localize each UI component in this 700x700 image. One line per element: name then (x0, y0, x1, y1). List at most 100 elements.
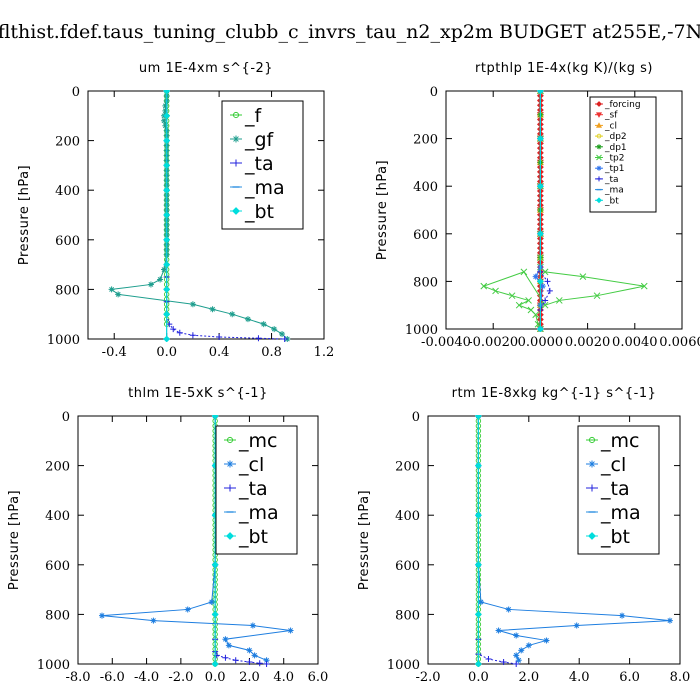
y-tick-label: 1000 (47, 333, 80, 348)
legend-swatch-marker (588, 436, 596, 444)
data-point (518, 647, 525, 654)
x-tick-label: -0.0020 (468, 335, 518, 350)
x-tick-label: 0.0 (156, 345, 177, 360)
x-tick-label: 0.0040 (612, 335, 658, 350)
data-point (244, 316, 251, 323)
data-point (520, 268, 528, 276)
legend-entry: _cl (586, 454, 626, 476)
data-point (474, 561, 482, 569)
legend-swatch-marker (232, 159, 240, 167)
legend-label: _ma (244, 177, 285, 199)
data-point (249, 622, 256, 629)
legend-label: _ma (238, 502, 279, 524)
legend: _mc_cl_ta_ma_bt (215, 425, 298, 555)
legend-swatch-marker (232, 207, 240, 215)
data-point (515, 301, 523, 309)
data-point (189, 332, 196, 339)
legend-label: _ta (600, 478, 630, 500)
data-point (281, 336, 288, 342)
legend-entry: _cl (224, 454, 264, 476)
x-tick-label: 0.0 (205, 670, 226, 685)
x-tick-label: 4.0 (569, 670, 590, 685)
data-point (163, 137, 171, 145)
data-point (232, 657, 239, 664)
plot-frame (87, 90, 325, 340)
data-point (492, 287, 499, 295)
legend-label: _dp2 (604, 132, 627, 142)
y-tick-label: 800 (413, 275, 438, 290)
x-tick-label: -6.0 (100, 670, 125, 685)
y-tick-label: 400 (55, 184, 80, 199)
data-point (246, 659, 253, 666)
legend-swatch-marker (596, 176, 602, 182)
data-point (539, 283, 546, 290)
x-tick-label: -2.0 (415, 670, 440, 685)
data-point (532, 311, 540, 319)
y-tick-label: 0 (72, 85, 80, 100)
legend-entry: _bt (224, 526, 268, 548)
legend-entry: _bt (595, 196, 619, 206)
legend-label: _cl (604, 121, 617, 131)
data-point (546, 287, 553, 294)
legend-label: _forcing (604, 100, 641, 110)
data-point (495, 627, 502, 634)
legend-entry: _dp1 (595, 143, 627, 153)
legend-entry: _bt (586, 526, 630, 548)
data-point (255, 335, 262, 342)
data-point (263, 661, 270, 667)
data-point (485, 656, 492, 663)
legend-label: _mc (600, 430, 639, 452)
legend-label: _dp1 (604, 143, 627, 153)
legend-label: _ma (604, 186, 624, 196)
y-axis-title: Pressure [hPa] (375, 160, 390, 260)
legend-swatch-marker (596, 154, 602, 161)
y-tick-label: 600 (395, 559, 420, 574)
data-point (640, 282, 648, 290)
data-point (525, 297, 532, 304)
data-point (162, 107, 169, 114)
data-point (208, 599, 215, 605)
legend-label: _tp2 (604, 154, 624, 164)
data-point (166, 321, 173, 328)
legend-label: _cl (600, 454, 626, 476)
data-point (161, 117, 168, 124)
data-point (263, 657, 270, 664)
figure-title: flthist.fdef.taus_tuning_clubb_c_invrs_t… (0, 21, 700, 43)
series-line-ta (477, 416, 517, 665)
x-tick-label: -0.4 (102, 345, 127, 360)
legend-label: _ma (600, 502, 641, 524)
x-tick-label: 8.0 (670, 670, 691, 685)
data-point (536, 230, 544, 238)
x-tick-label: 6.0 (619, 670, 640, 685)
data-point (216, 334, 223, 341)
data-point (163, 211, 171, 219)
legend-swatch-marker (596, 101, 602, 107)
legend-entry: _ta (230, 153, 274, 175)
data-point (184, 606, 191, 613)
data-point (222, 654, 229, 661)
data-point (163, 335, 171, 342)
legend-label: _bt (238, 526, 268, 548)
legend-entry: _sf (595, 111, 618, 121)
legend-entry: _tp1 (595, 164, 624, 174)
data-point (541, 268, 549, 276)
legend-label: _tp1 (604, 164, 624, 174)
x-tick-label: 2.0 (239, 670, 260, 685)
data-point (477, 599, 484, 605)
series-bt (536, 90, 544, 332)
legend: _mc_cl_ta_ma_bt (577, 425, 660, 555)
data-point (163, 112, 171, 120)
data-point (271, 326, 278, 333)
y-tick-label: 1000 (387, 658, 420, 673)
legend-label: _ta (238, 478, 268, 500)
y-tick-label: 0 (412, 410, 420, 425)
y-axis-title: Pressure [hPa] (17, 165, 32, 265)
data-point (536, 90, 544, 95)
legend-label: _f (244, 105, 263, 127)
data-point (211, 415, 219, 420)
legend-swatch-marker (226, 484, 234, 492)
y-tick-label: 200 (45, 460, 70, 475)
data-point (543, 637, 550, 644)
data-point (555, 297, 563, 304)
legend-entry: _ma (224, 502, 279, 524)
